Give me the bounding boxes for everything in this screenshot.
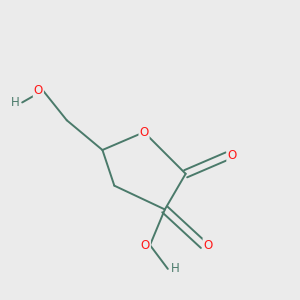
Text: H: H [171,262,180,275]
Text: O: O [227,149,236,162]
Text: H: H [11,96,19,109]
Text: O: O [34,84,43,97]
Text: O: O [203,238,213,252]
Text: O: O [140,126,149,139]
Text: O: O [141,238,150,252]
